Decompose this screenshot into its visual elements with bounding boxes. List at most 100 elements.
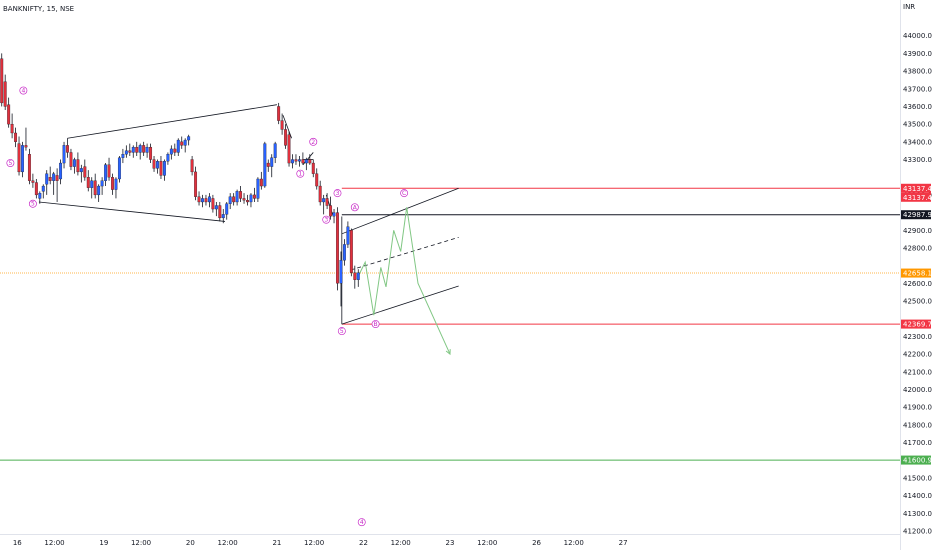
candle[interactable]: [329, 196, 333, 220]
candle[interactable]: [166, 152, 170, 165]
projection-path[interactable]: [358, 207, 451, 355]
candle[interactable]: [277, 102, 281, 125]
candle[interactable]: [107, 157, 111, 181]
candle[interactable]: [201, 194, 204, 208]
candle[interactable]: [346, 221, 350, 248]
candle[interactable]: [304, 157, 308, 171]
candle[interactable]: [353, 265, 357, 289]
candle[interactable]: [114, 177, 118, 199]
candle[interactable]: [156, 159, 159, 174]
candle[interactable]: [152, 155, 156, 172]
candle[interactable]: [7, 97, 11, 128]
candle[interactable]: [287, 131, 291, 167]
candle[interactable]: [79, 164, 83, 183]
candle[interactable]: [48, 166, 52, 185]
candle[interactable]: [180, 136, 184, 149]
candle[interactable]: [138, 143, 142, 160]
candle[interactable]: [342, 239, 346, 266]
candle[interactable]: [197, 191, 201, 206]
candle[interactable]: [55, 168, 59, 202]
candle[interactable]: [280, 113, 284, 135]
candle[interactable]: [111, 173, 114, 195]
candle[interactable]: [311, 159, 315, 178]
candle[interactable]: [62, 141, 66, 169]
candle[interactable]: [235, 189, 239, 206]
plot-area[interactable]: [0, 0, 900, 550]
candle[interactable]: [325, 193, 329, 210]
trend-line-8[interactable]: [350, 236, 459, 271]
candle[interactable]: [301, 152, 305, 165]
candle[interactable]: [263, 141, 267, 188]
candle[interactable]: [104, 163, 108, 187]
candle[interactable]: [93, 173, 97, 199]
candle[interactable]: [100, 177, 104, 195]
candle[interactable]: [291, 154, 294, 169]
candle[interactable]: [204, 194, 208, 206]
candle[interactable]: [228, 193, 232, 210]
candle[interactable]: [86, 170, 90, 192]
candle[interactable]: [66, 138, 69, 158]
candle[interactable]: [145, 143, 149, 158]
candle[interactable]: [83, 159, 87, 181]
trend-line-1[interactable]: [38, 201, 226, 222]
candle[interactable]: [117, 155, 121, 183]
candle[interactable]: [308, 154, 312, 165]
candle[interactable]: [10, 113, 14, 139]
candle[interactable]: [24, 127, 28, 151]
candle[interactable]: [59, 159, 63, 185]
candle[interactable]: [190, 155, 194, 176]
candle[interactable]: [69, 148, 73, 171]
candle[interactable]: [149, 143, 153, 164]
candle[interactable]: [183, 138, 187, 153]
candle[interactable]: [34, 178, 38, 199]
candle[interactable]: [259, 171, 263, 190]
candle[interactable]: [135, 141, 139, 156]
candle[interactable]: [242, 193, 246, 204]
candle[interactable]: [297, 155, 301, 167]
candle[interactable]: [173, 143, 177, 156]
candle[interactable]: [349, 228, 353, 277]
candle[interactable]: [214, 201, 218, 217]
candle[interactable]: [256, 177, 260, 202]
candle[interactable]: [38, 191, 42, 204]
candle[interactable]: [252, 187, 256, 202]
candle[interactable]: [41, 184, 45, 199]
candle[interactable]: [225, 201, 229, 220]
candle[interactable]: [21, 141, 24, 178]
candle[interactable]: [45, 170, 49, 195]
candle[interactable]: [52, 171, 56, 195]
candle[interactable]: [294, 154, 298, 165]
candle[interactable]: [72, 157, 76, 174]
trend-line-6[interactable]: [341, 187, 459, 235]
candle[interactable]: [90, 177, 94, 199]
candle[interactable]: [17, 136, 21, 176]
candle[interactable]: [0, 53, 4, 107]
candle[interactable]: [273, 141, 277, 164]
candle[interactable]: [194, 166, 198, 201]
candle[interactable]: [318, 180, 322, 206]
candle[interactable]: [221, 209, 225, 224]
candle[interactable]: [187, 134, 191, 146]
candle[interactable]: [124, 145, 128, 158]
candle[interactable]: [159, 155, 163, 179]
candle[interactable]: [131, 145, 135, 158]
trend-line-2[interactable]: [282, 115, 293, 139]
candle[interactable]: [356, 269, 360, 287]
candle[interactable]: [284, 124, 288, 149]
candle[interactable]: [3, 74, 7, 110]
candle[interactable]: [246, 194, 249, 206]
candle[interactable]: [315, 168, 319, 190]
trend-line-0[interactable]: [67, 104, 277, 139]
candle[interactable]: [322, 194, 326, 215]
candle[interactable]: [162, 159, 166, 181]
candle[interactable]: [176, 138, 180, 156]
candle[interactable]: [128, 143, 132, 156]
candle[interactable]: [97, 184, 101, 202]
candle[interactable]: [142, 141, 146, 156]
candle[interactable]: [332, 209, 336, 224]
candle[interactable]: [336, 207, 339, 291]
trend-line-7[interactable]: [341, 285, 459, 325]
candle[interactable]: [218, 201, 222, 222]
candle[interactable]: [270, 154, 274, 178]
